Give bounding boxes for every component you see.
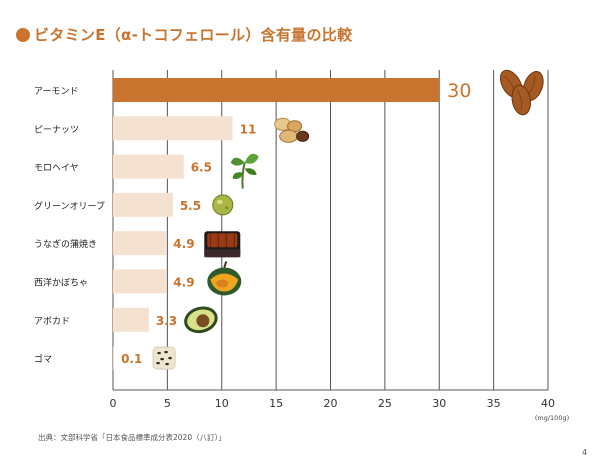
x-tick-label: 35 [487,397,501,410]
green-olive-icon [212,194,234,216]
unagi-kabayaki-icon [204,231,241,258]
bar [113,78,440,102]
bar [113,116,233,141]
page-number: 4 [582,448,588,457]
data-label: 4.9 [173,237,194,251]
x-tick-label: 30 [432,397,446,410]
bar [113,154,184,179]
data-label: 11 [240,122,257,136]
title-bullet-icon [16,27,30,42]
x-tick-label: 5 [164,397,171,410]
category-label: アボカド [34,316,70,327]
data-label: 6.5 [191,161,212,175]
x-tick-label: 40 [541,397,555,410]
x-tick-label: 20 [324,397,338,410]
data-label: 30 [447,80,471,102]
x-tick-label: 0 [110,397,117,410]
chart-title: ビタミンE（α-トコフェロール）含有量の比較 [16,24,352,45]
molokheiya-leaf-icon [230,153,259,189]
category-label: モロヘイヤ [34,164,79,174]
category-label: うなぎの蒲焼き [34,238,97,250]
data-label: 4.9 [173,276,194,290]
avocado-icon [184,306,218,334]
data-label: 0.1 [121,352,142,366]
sesame-icon [152,346,176,370]
x-tick-label: 10 [215,397,229,410]
almond-icon [499,69,544,116]
x-tick-label: 25 [378,397,392,410]
bar [113,346,115,371]
x-tick-label: 15 [269,397,283,410]
data-label: 5.5 [180,199,201,213]
bar [113,307,149,332]
source-note: 出典：文部科学省「日本食品標準成分表2020（八訂）」 [38,433,226,442]
category-label: アーモンド [34,87,78,97]
x-unit-label: (mg/100g) [535,414,569,422]
bar [113,269,167,294]
bar [113,192,173,217]
peanut-icon [274,117,310,143]
category-label: ピーナッツ [34,124,79,135]
category-label: 西洋かぼちゃ [34,277,88,289]
chart-title-text: ビタミンE（α-トコフェロール）含有量の比較 [34,26,353,44]
category-label: グリーンオリーブ [34,200,105,212]
pumpkin-icon [207,261,242,296]
bar [113,231,167,256]
data-label: 3.3 [156,314,177,328]
category-label: ゴマ [34,353,52,365]
